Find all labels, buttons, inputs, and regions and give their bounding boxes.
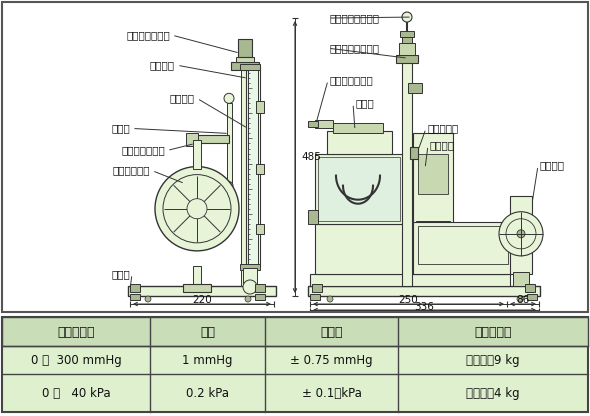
- Text: 485: 485: [301, 151, 321, 161]
- Text: 0 ～   40 kPa: 0 ～ 40 kPa: [42, 386, 110, 399]
- Bar: [308, 210, 318, 224]
- Bar: [248, 68, 258, 264]
- Circle shape: [191, 203, 203, 215]
- Text: 振り下げ式水準器: 振り下げ式水準器: [330, 13, 380, 23]
- Bar: [255, 294, 265, 300]
- Bar: [256, 102, 264, 114]
- Bar: [525, 284, 535, 292]
- Bar: [510, 196, 532, 274]
- Bar: [246, 66, 260, 266]
- Bar: [410, 146, 418, 158]
- Circle shape: [517, 230, 525, 238]
- Circle shape: [243, 280, 257, 294]
- Text: 1 mmHg: 1 mmHg: [182, 354, 232, 366]
- Bar: [186, 134, 198, 146]
- Bar: [310, 294, 320, 300]
- Bar: [333, 124, 383, 134]
- Bar: [527, 294, 537, 300]
- Bar: [413, 134, 453, 224]
- Bar: [308, 121, 318, 127]
- Bar: [240, 64, 260, 70]
- Circle shape: [145, 296, 151, 302]
- Bar: [513, 272, 529, 286]
- Text: ゴム管抑え: ゴム管抑え: [428, 124, 459, 134]
- Text: 336: 336: [414, 302, 434, 312]
- Bar: [315, 224, 505, 274]
- Bar: [130, 284, 140, 292]
- Text: 0 ～  300 mmHg: 0 ～ 300 mmHg: [31, 354, 122, 366]
- Bar: [413, 222, 513, 274]
- Text: 目量: 目量: [200, 326, 215, 339]
- Bar: [327, 131, 392, 154]
- Text: ± 0.75 mmHg: ± 0.75 mmHg: [290, 354, 373, 366]
- Text: 本器の質量: 本器の質量: [474, 326, 512, 339]
- Text: 精　度: 精 度: [320, 326, 343, 339]
- Bar: [308, 286, 540, 296]
- Bar: [315, 154, 403, 224]
- Circle shape: [224, 93, 234, 103]
- Bar: [399, 43, 415, 55]
- Text: ハンドル: ハンドル: [540, 161, 565, 171]
- Bar: [400, 31, 414, 37]
- Bar: [231, 62, 259, 70]
- Text: スケール調整ねじ: スケール調整ねじ: [330, 43, 380, 53]
- Circle shape: [499, 212, 543, 256]
- Bar: [418, 154, 448, 194]
- Bar: [402, 60, 412, 286]
- Circle shape: [245, 296, 251, 302]
- Bar: [243, 268, 257, 284]
- Text: シリンダ: シリンダ: [430, 141, 455, 151]
- Circle shape: [517, 296, 523, 302]
- Text: スケール: スケール: [150, 60, 175, 70]
- Bar: [416, 221, 450, 229]
- Text: ベース: ベース: [112, 269, 130, 279]
- Text: 血圧計取付金具: 血圧計取付金具: [122, 146, 165, 156]
- Bar: [238, 39, 252, 57]
- Circle shape: [327, 296, 333, 302]
- Bar: [128, 286, 276, 296]
- Bar: [130, 294, 140, 300]
- Bar: [193, 141, 201, 168]
- Bar: [241, 70, 249, 286]
- Bar: [195, 136, 229, 144]
- Text: 圧力の範囲: 圧力の範囲: [57, 326, 95, 339]
- Circle shape: [155, 166, 239, 251]
- Text: ガラス管: ガラス管: [170, 93, 195, 103]
- Bar: [312, 284, 322, 292]
- Text: 水銀槽: 水銀槽: [355, 98, 373, 108]
- Bar: [310, 274, 510, 286]
- Bar: [183, 284, 211, 292]
- Bar: [396, 55, 418, 63]
- Bar: [193, 266, 201, 286]
- Bar: [418, 226, 508, 264]
- Text: ゴム管: ゴム管: [112, 124, 130, 134]
- Text: ± 0.1　kPa: ± 0.1 kPa: [301, 386, 362, 399]
- Circle shape: [187, 199, 207, 219]
- Text: 86: 86: [516, 295, 530, 305]
- Bar: [255, 284, 265, 292]
- Bar: [318, 156, 400, 221]
- Text: 格納笱　4 kg: 格納笱 4 kg: [466, 386, 520, 399]
- Bar: [227, 103, 232, 183]
- Text: 水平調整ねじ: 水平調整ねじ: [113, 166, 150, 176]
- Bar: [315, 120, 333, 129]
- Circle shape: [402, 12, 412, 22]
- Bar: [408, 83, 422, 93]
- Bar: [402, 35, 412, 43]
- Bar: [240, 264, 260, 270]
- Bar: [2, 317, 588, 346]
- Text: 220: 220: [192, 295, 212, 305]
- Bar: [256, 224, 264, 234]
- Text: 大気吸入吐出弁: 大気吸入吐出弁: [330, 75, 373, 85]
- Circle shape: [225, 182, 233, 190]
- Text: 上部ガラス抑え: 上部ガラス抑え: [126, 30, 170, 40]
- Text: 0.2 kPa: 0.2 kPa: [186, 386, 229, 399]
- Bar: [256, 163, 264, 173]
- Text: 250: 250: [398, 295, 418, 305]
- Bar: [236, 57, 254, 62]
- Text: 本　体　9 kg: 本 体 9 kg: [466, 354, 520, 366]
